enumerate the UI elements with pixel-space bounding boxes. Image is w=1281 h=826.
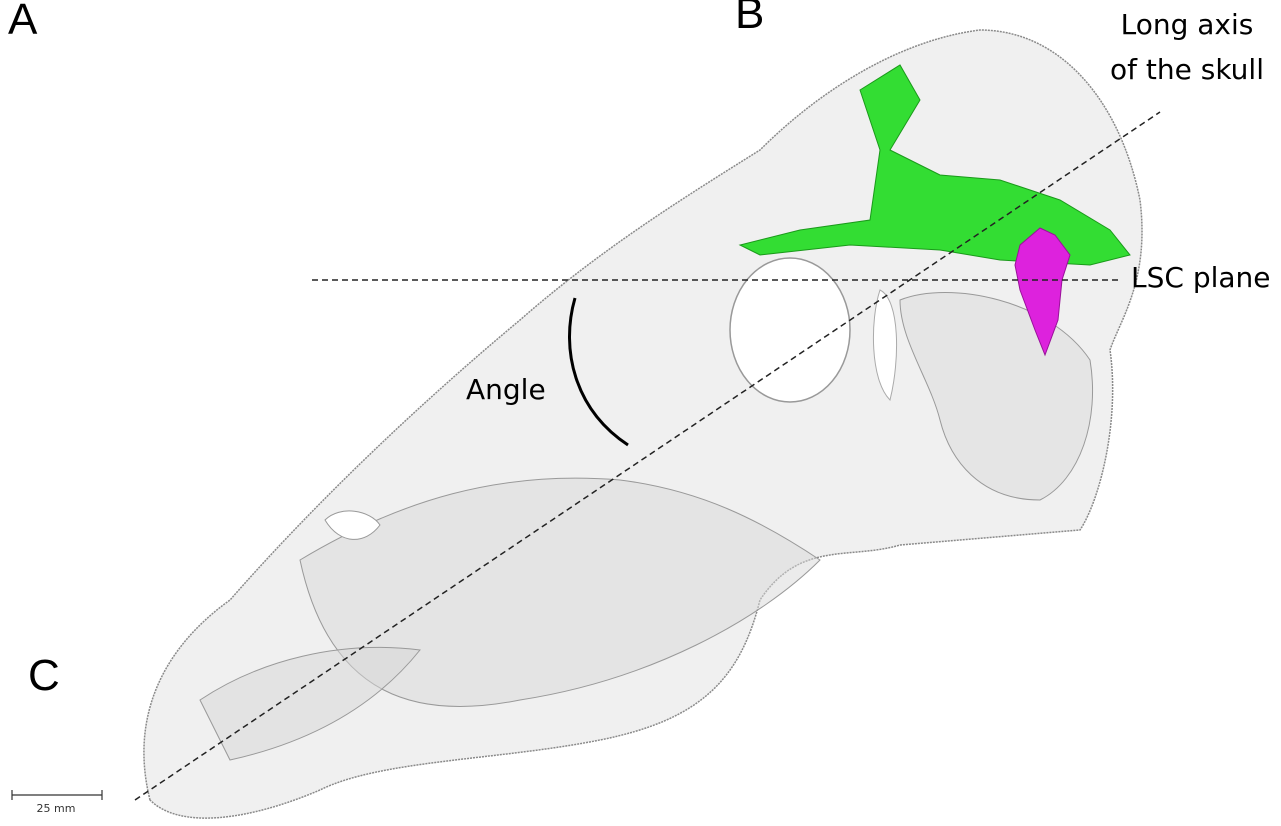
panel-label: C: [28, 651, 60, 700]
page: A B C Long axis of the skull LSC plane A…: [0, 0, 1281, 826]
panel-label: A: [8, 0, 38, 44]
skull: [144, 30, 1142, 818]
scale-bar-label: 25 mm: [37, 802, 76, 815]
lsc-plane-label: LSC plane: [1131, 261, 1271, 294]
angle-label: Angle: [466, 373, 546, 406]
long-axis-label: of the skull: [1110, 53, 1264, 86]
long-axis-label: Long axis: [1121, 8, 1254, 41]
panel-label: B: [735, 0, 764, 38]
scale-bar: 25 mm: [12, 790, 102, 815]
figure: A B C Long axis of the skull LSC plane A…: [0, 0, 1281, 826]
